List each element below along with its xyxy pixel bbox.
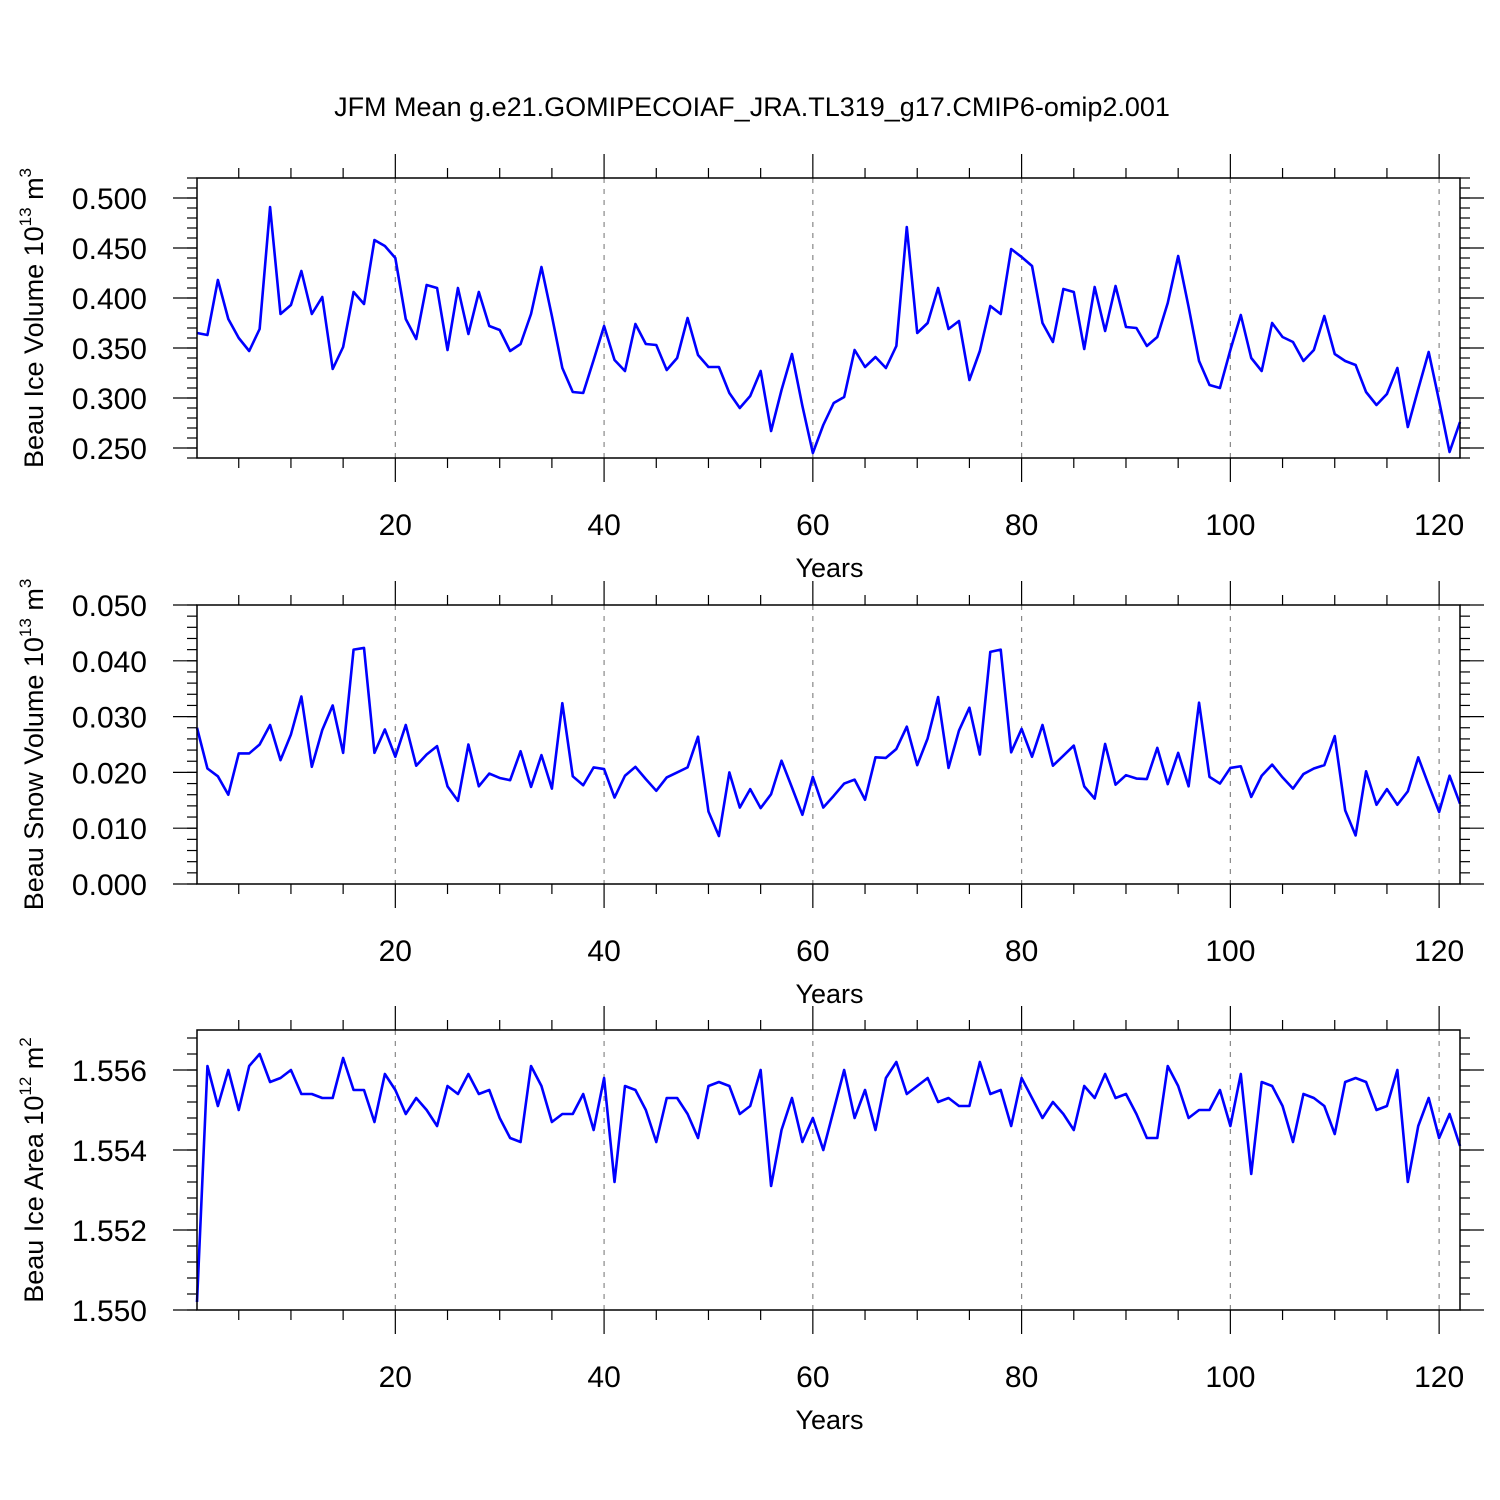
y-axis-title: Beau Snow Volume 1013 m3	[16, 579, 49, 911]
x-tick-label: 120	[1414, 509, 1464, 542]
y-tick-label: 0.400	[72, 283, 147, 316]
y-tick-label: 1.556	[72, 1055, 147, 1088]
y-tick-label: 0.500	[72, 183, 147, 216]
data-series-line	[195, 646, 1462, 838]
x-tick-label: 20	[379, 509, 412, 542]
panel-1: 20 40 60 80 100 120 0.250 0.300 0.350 0.400 0.450 0…	[16, 154, 1484, 583]
y-axis-title: Beau Ice Area 1012 m2	[16, 1037, 49, 1303]
x-tick-label: 80	[1005, 935, 1038, 968]
x-tick-label: 100	[1205, 509, 1255, 542]
plot-frame	[196, 177, 1461, 459]
plot-frame	[196, 1029, 1461, 1311]
x-tick-label: 40	[587, 1361, 620, 1394]
x-tick-label: 40	[587, 509, 620, 542]
x-tick-label: 60	[796, 509, 829, 542]
x-tick-label: 80	[1005, 509, 1038, 542]
panel-3: 20 40 60 80 100 120 1.550 1.552 1.554 1.556 Years B…	[16, 1006, 1484, 1435]
y-tick-label: 0.000	[72, 869, 147, 902]
x-tick-label: 100	[1205, 1361, 1255, 1394]
y-tick-label: 0.350	[72, 333, 147, 366]
chart-title: JFM Mean g.e21.GOMIPECOIAF_JRA.TL319_g17…	[334, 92, 1170, 122]
x-tick-label: 60	[796, 1361, 829, 1394]
y-axis-title: Beau Ice Volume 1013 m3	[16, 168, 49, 468]
y-tick-label: 0.040	[72, 646, 147, 679]
x-tick-label: 120	[1414, 1361, 1464, 1394]
x-tick-label: 20	[379, 1361, 412, 1394]
y-tick-label: 0.010	[72, 813, 147, 846]
y-tick-label: 0.050	[72, 590, 147, 623]
plot-frame	[196, 604, 1461, 885]
x-axis-title: Years	[795, 553, 863, 583]
y-tick-label: 0.300	[72, 383, 147, 416]
y-tick-label: 1.552	[72, 1215, 147, 1248]
y-tick-label: 0.030	[72, 702, 147, 735]
data-series-line	[195, 1052, 1462, 1303]
y-tick-label: 0.250	[72, 433, 147, 466]
x-tick-label: 20	[379, 935, 412, 968]
panel-2: 20 40 60 80 100 120 0.000 0.010 0.020 0.030 0.040 0…	[16, 579, 1484, 1009]
y-tick-label: 0.450	[72, 233, 147, 266]
y-tick-label: 0.020	[72, 757, 147, 790]
x-axis-title: Years	[795, 979, 863, 1009]
data-series-line	[196, 205, 1462, 455]
x-tick-label: 60	[796, 935, 829, 968]
x-tick-label: 100	[1205, 935, 1255, 968]
x-tick-label: 80	[1005, 1361, 1038, 1394]
y-tick-label: 1.554	[72, 1135, 147, 1168]
y-tick-label: 1.550	[72, 1295, 147, 1328]
x-tick-label: 40	[587, 935, 620, 968]
x-tick-label: 120	[1414, 935, 1464, 968]
x-axis-title: Years	[795, 1405, 863, 1435]
